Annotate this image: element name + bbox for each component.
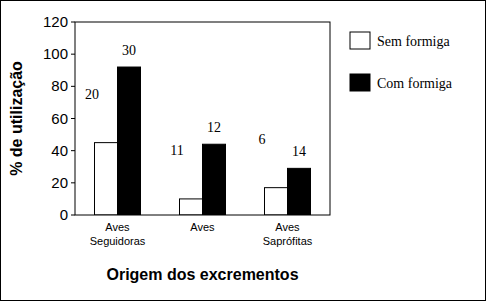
- legend-label: Com formiga: [377, 76, 453, 91]
- y-tick: [71, 86, 75, 87]
- y-tick-label: 100: [43, 45, 68, 62]
- bar: [288, 168, 311, 215]
- sample-size-label: 30: [122, 43, 136, 58]
- chart: 0 20 40 60 80 100 120 20 11 6 30 12 14 Aves Seguidoras…: [0, 0, 486, 301]
- x-tick-label-line: Aves: [190, 221, 215, 233]
- bar: [265, 188, 288, 215]
- y-tick-label: 0: [60, 206, 68, 223]
- outer-frame: [1, 1, 486, 301]
- y-tick: [71, 54, 75, 55]
- legend-label: Sem formiga: [377, 34, 450, 49]
- y-tick-label: 20: [51, 174, 68, 191]
- x-tick-label-line: Saprófitas: [263, 235, 313, 247]
- bar: [118, 67, 141, 215]
- legend-swatch: [350, 74, 370, 91]
- bar: [180, 199, 203, 215]
- y-tick-label: 40: [51, 142, 68, 159]
- y-tick: [71, 215, 75, 216]
- bar: [95, 143, 118, 215]
- x-tick-label-line: Seguidoras: [90, 235, 146, 247]
- sample-size-label: 11: [170, 143, 183, 158]
- legend-swatch: [350, 32, 370, 49]
- sample-size-label: 14: [292, 144, 306, 159]
- sample-size-label: 20: [85, 87, 99, 102]
- sample-size-label: 12: [207, 120, 221, 135]
- x-tick-label-line: Aves: [105, 221, 130, 233]
- plot-frame: [75, 22, 330, 215]
- bars: [95, 67, 311, 215]
- y-tick-label: 60: [51, 110, 68, 127]
- x-tick-label: Aves Saprófitas: [263, 221, 313, 247]
- x-tick-label-line: Aves: [275, 221, 300, 233]
- y-tick: [71, 182, 75, 183]
- x-tick-label: Aves Seguidoras: [90, 221, 146, 247]
- x-axis-title: Origem dos excrementos: [106, 266, 298, 283]
- y-tick: [71, 150, 75, 151]
- y-tick: [71, 118, 75, 119]
- y-tick-label: 120: [43, 13, 68, 30]
- x-tick-label: Aves: [190, 221, 215, 233]
- y-axis-title: % de utilização: [8, 61, 25, 176]
- y-tick: [71, 22, 75, 23]
- bar: [203, 144, 226, 215]
- y-tick-label: 80: [51, 77, 68, 94]
- sample-size-label: 6: [259, 132, 266, 147]
